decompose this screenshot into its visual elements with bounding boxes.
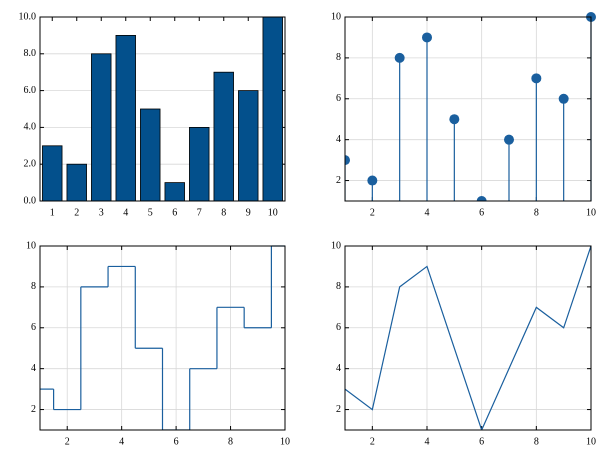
- y-tick-label: 8.0: [24, 48, 37, 59]
- bar: [262, 16, 283, 202]
- y-tick-label: 2: [31, 404, 36, 415]
- x-tick-label: 5: [148, 207, 153, 218]
- x-tick-label: 4: [425, 436, 430, 447]
- stem-marker: [449, 114, 460, 125]
- stem-marker: [422, 32, 432, 43]
- bar: [189, 127, 210, 202]
- axes-frame: [39, 245, 286, 431]
- subplot: 0.0 2.0 4.0 6.0 8.0 10.0 1 2 3 4 5 6 7 8 9 10: [19, 11, 286, 218]
- y-tick-label: 0.0: [24, 195, 37, 206]
- subplot: 2 4 6 8 10 2 4 6 8 10: [331, 11, 596, 218]
- plot-area: [345, 245, 592, 430]
- axes-frame: [344, 16, 592, 202]
- bar: [115, 35, 136, 202]
- y-tick-label: 6: [336, 322, 341, 333]
- y-tick-label: 2: [336, 404, 341, 415]
- stem-marker: [394, 52, 405, 63]
- x-tick-label: 10: [280, 436, 290, 447]
- x-tick-label: 10: [586, 207, 596, 218]
- stem-marker: [504, 134, 514, 145]
- y-tick-label: 4: [336, 134, 341, 145]
- bar: [91, 53, 112, 202]
- line: [345, 245, 592, 430]
- x-tick-label: 4: [123, 207, 128, 218]
- x-tick-label: 8: [221, 207, 226, 218]
- bar: [238, 90, 259, 202]
- plot-area: [345, 12, 596, 201]
- y-tick-label: 4: [31, 363, 36, 374]
- bar: [164, 182, 185, 202]
- y-tick-label: 8: [336, 52, 341, 63]
- stem-marker: [476, 196, 487, 201]
- y-tick-label: 10: [331, 240, 341, 251]
- x-tick-label: 7: [197, 207, 202, 218]
- stem-marker: [531, 73, 542, 84]
- x-tick-label: 4: [425, 207, 430, 218]
- x-tick-label: 9: [246, 207, 251, 218]
- y-tick-label: 6.0: [24, 85, 37, 96]
- y-tick-label: 2: [336, 175, 341, 186]
- stem-marker: [558, 93, 569, 104]
- y-tick-label: 8: [31, 281, 36, 292]
- bar: [213, 71, 234, 202]
- x-tick-label: 10: [268, 207, 278, 218]
- y-tick-label: 2.0: [24, 158, 37, 169]
- subplot: 2 4 6 8 10 2 4 6 8 10: [331, 240, 596, 447]
- y-tick-label: 10: [26, 240, 36, 251]
- x-tick-label: 8: [228, 436, 233, 447]
- axes-frame: [39, 16, 286, 202]
- bar: [42, 145, 63, 202]
- y-tick-label: 6: [31, 322, 36, 333]
- stem-marker: [345, 155, 350, 166]
- x-tick-label: 8: [534, 207, 539, 218]
- x-tick-label: 10: [586, 436, 596, 447]
- x-tick-label: 4: [119, 436, 124, 447]
- axes-frame: [344, 245, 592, 431]
- x-tick-label: 6: [174, 436, 179, 447]
- y-tick-label: 10: [331, 11, 341, 22]
- y-tick-label: 4: [336, 363, 341, 374]
- x-tick-label: 2: [74, 207, 79, 218]
- y-tick-label: 6: [336, 93, 341, 104]
- x-tick-label: 2: [370, 207, 375, 218]
- stem-marker: [367, 175, 378, 186]
- x-tick-label: 6: [172, 207, 177, 218]
- x-tick-label: 2: [370, 436, 375, 447]
- y-tick-label: 8: [336, 281, 341, 292]
- plot-area: [40, 245, 285, 430]
- x-tick-label: 6: [479, 207, 484, 218]
- x-tick-label: 2: [65, 436, 70, 447]
- x-tick-label: 6: [479, 436, 484, 447]
- y-tick-label: 4.0: [24, 122, 37, 133]
- bar: [66, 163, 87, 202]
- x-tick-label: 1: [50, 207, 55, 218]
- x-tick-label: 3: [99, 207, 104, 218]
- x-tick-label: 8: [534, 436, 539, 447]
- subplot: 2 4 6 8 10 2 4 6 8 10: [26, 240, 290, 447]
- bar: [140, 108, 161, 202]
- y-tick-label: 10.0: [19, 11, 37, 22]
